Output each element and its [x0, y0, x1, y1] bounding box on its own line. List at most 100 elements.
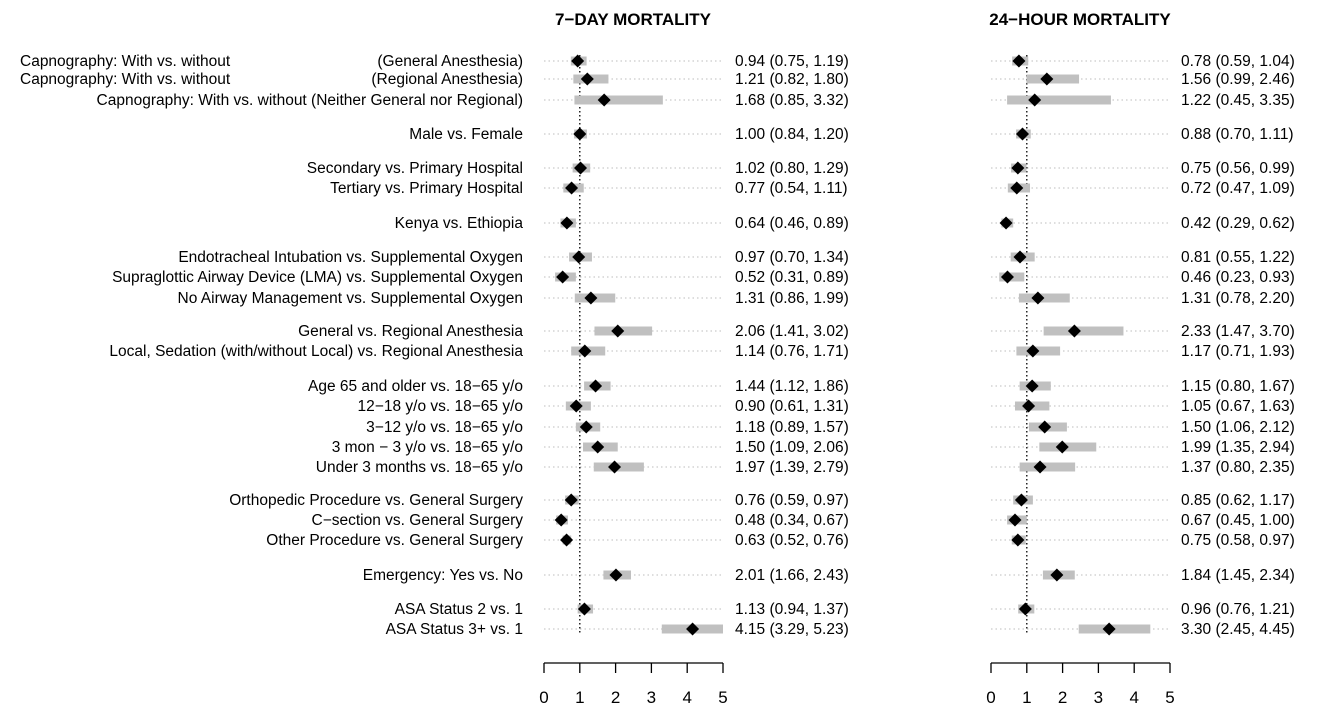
- row-label: Under 3 months vs. 18−65 y/o: [316, 459, 523, 476]
- ci-value-label: 1.68 (0.85, 3.32): [735, 92, 849, 109]
- ci-value-label: 1.21 (0.82, 1.80): [735, 71, 849, 88]
- estimate-marker: [1033, 460, 1047, 474]
- row-label-qualifier: (General Anesthesia): [377, 53, 523, 70]
- estimate-marker: [611, 324, 625, 338]
- estimate-marker: [1102, 622, 1116, 636]
- ci-value-label: 1.50 (1.09, 2.06): [735, 439, 849, 456]
- estimate-marker: [554, 513, 568, 527]
- row-label-qualifier: (Regional Anesthesia): [371, 71, 523, 88]
- row-label: Orthopedic Procedure vs. General Surgery: [229, 492, 523, 509]
- estimate-marker: [565, 181, 579, 195]
- ci-value-label: 0.72 (0.47, 1.09): [1181, 180, 1295, 197]
- estimate-marker: [1028, 93, 1042, 107]
- panel-title: 7−DAY MORTALITY: [555, 10, 712, 29]
- ci-value-label: 2.33 (1.47, 3.70): [1181, 323, 1295, 340]
- estimate-marker: [1025, 379, 1039, 393]
- panel-7-day: [543, 54, 724, 673]
- ci-value-label: 0.64 (0.46, 0.89): [735, 215, 849, 232]
- x-tick-label: 2: [611, 688, 620, 707]
- estimate-marker: [1012, 54, 1026, 68]
- row-label: Other Procedure vs. General Surgery: [266, 532, 523, 549]
- estimate-marker: [1018, 602, 1032, 616]
- ci-value-label: 0.75 (0.56, 0.99): [1181, 160, 1295, 177]
- ci-value-label: 0.94 (0.75, 1.19): [735, 53, 849, 70]
- estimate-marker: [1050, 568, 1064, 582]
- ci-bar: [574, 95, 663, 105]
- estimate-marker: [1016, 127, 1030, 141]
- row-label: Local, Sedation (with/without Local) vs.…: [109, 343, 523, 360]
- x-tick-label: 0: [539, 688, 548, 707]
- estimate-marker: [564, 493, 578, 507]
- ci-value-label: 1.17 (0.71, 1.93): [1181, 343, 1295, 360]
- ci-value-label: 0.48 (0.34, 0.67): [735, 512, 849, 529]
- estimate-marker: [573, 127, 587, 141]
- ci-value-label: 1.50 (1.06, 2.12): [1181, 419, 1295, 436]
- estimate-marker: [591, 440, 605, 454]
- estimate-marker: [999, 216, 1013, 230]
- estimate-marker: [1055, 440, 1069, 454]
- estimate-marker: [1013, 250, 1027, 264]
- estimate-marker: [1010, 181, 1024, 195]
- ci-value-label: 0.75 (0.58, 0.97): [1181, 532, 1295, 549]
- estimate-marker: [1014, 493, 1028, 507]
- estimate-marker: [1011, 161, 1025, 175]
- estimate-marker: [578, 344, 592, 358]
- ci-value-label: 4.15 (3.29, 5.23): [735, 621, 849, 638]
- estimate-marker: [1026, 344, 1040, 358]
- row-label: Capnography: With vs. without (Neither G…: [97, 92, 523, 109]
- estimate-marker: [574, 161, 588, 175]
- ci-value-label: 1.13 (0.94, 1.37): [735, 601, 849, 618]
- row-label: 3−12 y/o vs. 18−65 y/o: [366, 419, 523, 436]
- ci-value-label: 0.90 (0.61, 1.31): [735, 398, 849, 415]
- ci-value-label: 0.76 (0.59, 0.97): [735, 492, 849, 509]
- ci-value-label: 1.05 (0.67, 1.63): [1181, 398, 1295, 415]
- estimate-marker: [579, 420, 593, 434]
- estimate-marker: [1031, 291, 1045, 305]
- estimate-marker: [556, 270, 570, 284]
- ci-value-label: 2.06 (1.41, 3.02): [735, 323, 849, 340]
- row-label: No Airway Management vs. Supplemental Ox…: [178, 290, 523, 307]
- ci-value-label: 1.99 (1.35, 2.94): [1181, 439, 1295, 456]
- ci-value-label: 1.02 (0.80, 1.29): [735, 160, 849, 177]
- ci-value-label: 1.56 (0.99, 2.46): [1181, 71, 1295, 88]
- ci-value-label: 2.01 (1.66, 2.43): [735, 567, 849, 584]
- x-tick-label: 0: [986, 688, 995, 707]
- panel-title: 24−HOUR MORTALITY: [989, 10, 1171, 29]
- estimate-marker: [580, 72, 594, 86]
- x-tick-label: 4: [1129, 688, 1138, 707]
- x-tick-label: 1: [1022, 688, 1031, 707]
- row-label: General vs. Regional Anesthesia: [298, 323, 523, 340]
- ci-bar: [1019, 462, 1076, 472]
- x-tick-label: 5: [1165, 688, 1174, 707]
- ci-value-label: 1.97 (1.39, 2.79): [735, 459, 849, 476]
- ci-value-label: 0.46 (0.23, 0.93): [1181, 269, 1295, 286]
- row-label: C−section vs. General Surgery: [312, 512, 524, 529]
- ci-value-label: 1.84 (1.45, 2.34): [1181, 567, 1295, 584]
- x-tick-label: 3: [1094, 688, 1103, 707]
- ci-value-label: 1.31 (0.78, 2.20): [1181, 290, 1295, 307]
- row-label: 12−18 y/o vs. 18−65 y/o: [358, 398, 523, 415]
- row-label: Capnography: With vs. without: [20, 53, 231, 70]
- ci-value-label: 0.42 (0.29, 0.62): [1181, 215, 1295, 232]
- ci-value-label: 0.77 (0.54, 1.11): [735, 180, 848, 197]
- row-label: Male vs. Female: [409, 126, 523, 143]
- estimate-marker: [608, 460, 622, 474]
- estimate-marker: [597, 93, 611, 107]
- estimate-marker: [1067, 324, 1081, 338]
- x-tick-label: 1: [575, 688, 584, 707]
- row-label: ASA Status 3+ vs. 1: [386, 621, 523, 638]
- ci-value-label: 0.88 (0.70, 1.11): [1181, 126, 1294, 143]
- estimate-marker: [589, 379, 603, 393]
- ci-value-label: 0.52 (0.31, 0.89): [735, 269, 849, 286]
- x-tick-label: 5: [718, 688, 727, 707]
- row-label: Endotracheal Intubation vs. Supplemental…: [178, 249, 523, 266]
- row-label: ASA Status 2 vs. 1: [395, 601, 523, 618]
- row-label: Emergency: Yes vs. No: [363, 567, 523, 584]
- estimate-marker: [560, 533, 574, 547]
- estimate-marker: [1038, 420, 1052, 434]
- ci-value-label: 1.18 (0.89, 1.57): [735, 419, 849, 436]
- row-label: Kenya vs. Ethiopia: [395, 215, 524, 232]
- estimate-marker: [1011, 533, 1025, 547]
- ci-value-label: 0.96 (0.76, 1.21): [1181, 601, 1295, 618]
